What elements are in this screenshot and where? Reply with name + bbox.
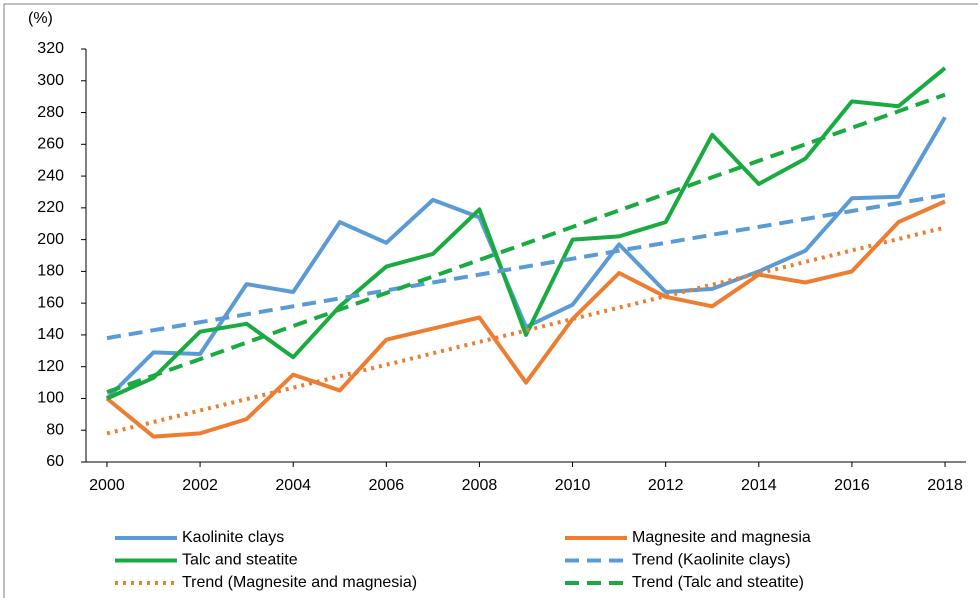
y-tick-label: 320 [37, 40, 64, 57]
x-tick-label: 2000 [89, 477, 125, 494]
x-tick-label: 2008 [462, 477, 498, 494]
x-tick-label: 2016 [834, 477, 870, 494]
legend-label: Trend (Talc and steatite) [632, 574, 804, 591]
legend-label: Trend (Kaolinite clays) [632, 552, 791, 569]
y-tick-label: 220 [37, 199, 64, 216]
series-line [105, 199, 946, 439]
y-tick-label: 260 [37, 136, 64, 153]
legend-label: Magnesite and magnesia [632, 529, 811, 546]
y-tick-label: 60 [46, 453, 64, 470]
y-tick-label: 300 [37, 72, 64, 89]
series-line [106, 193, 946, 341]
y-tick-label: 200 [37, 231, 64, 248]
y-tick-label: 240 [37, 167, 64, 184]
y-tick-label: 160 [37, 294, 64, 311]
series-line [105, 116, 947, 400]
y-tick-label: 80 [46, 421, 64, 438]
y-axis-label: (%) [28, 10, 53, 27]
y-tick-label: 120 [37, 358, 64, 375]
series-line [106, 66, 947, 401]
y-tick-label: 100 [37, 390, 64, 407]
series-line [106, 92, 946, 394]
legend-label: Kaolinite clays [182, 529, 284, 546]
legend-label: Trend (Magnesite and magnesia) [182, 574, 417, 591]
y-tick-label: 180 [37, 263, 64, 280]
x-tick-label: 2002 [182, 477, 218, 494]
x-tick-label: 2018 [927, 477, 963, 494]
y-tick-label: 140 [37, 326, 64, 343]
x-tick-label: 2014 [741, 477, 777, 494]
frame [3, 3, 978, 598]
legend-label: Talc and steatite [182, 552, 298, 569]
x-tick-label: 2006 [369, 477, 405, 494]
x-tick-label: 2012 [648, 477, 684, 494]
y-tick-label: 280 [37, 104, 64, 121]
x-tick-label: 2004 [275, 477, 311, 494]
x-tick-label: 2010 [555, 477, 591, 494]
